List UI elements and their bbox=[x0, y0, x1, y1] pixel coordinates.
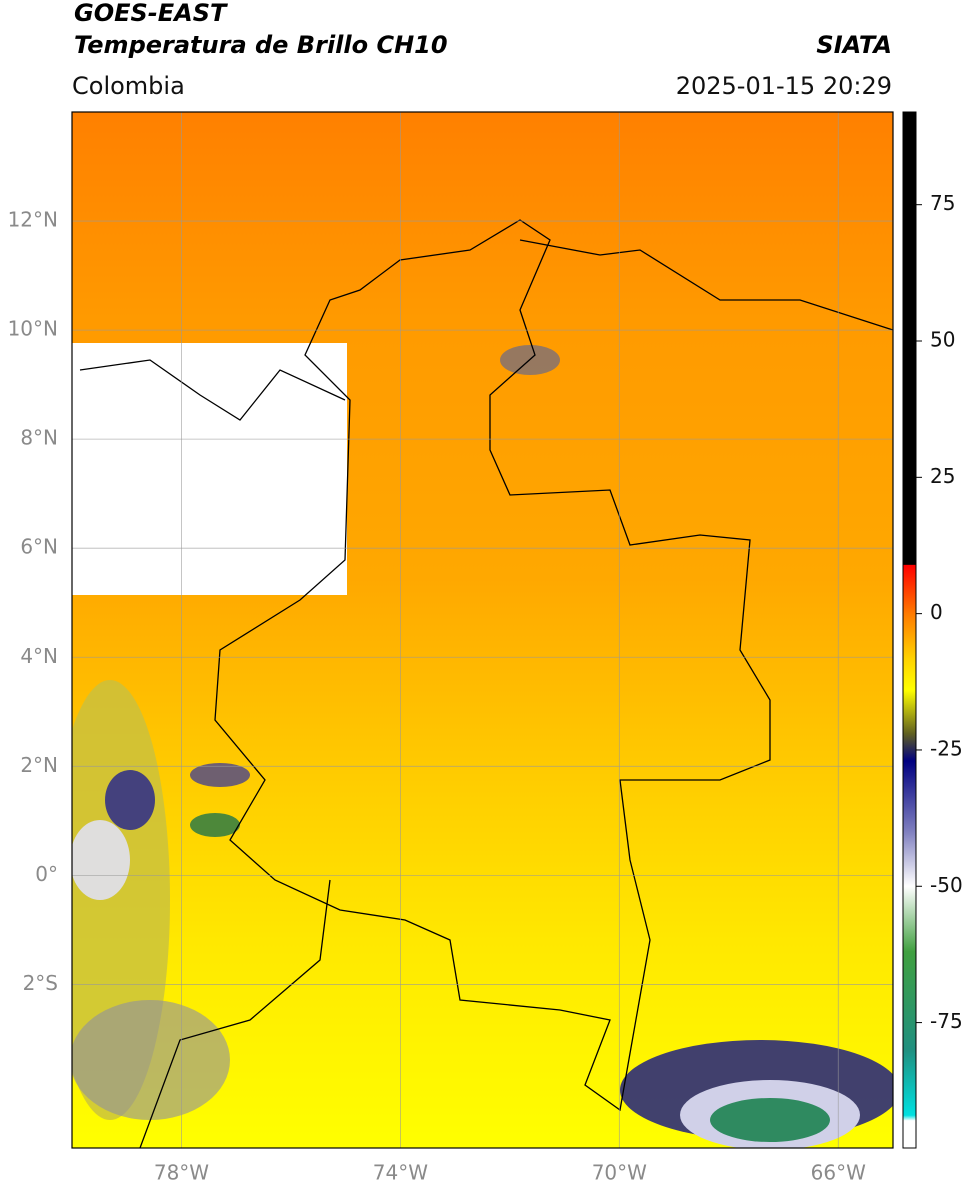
title: GOES-EAST bbox=[74, 0, 228, 27]
y-tick-label: 12°N bbox=[8, 208, 58, 232]
y-tick-label: 0° bbox=[35, 862, 58, 886]
x-tick-label: 70°W bbox=[592, 1161, 647, 1185]
source: SIATA bbox=[816, 31, 892, 59]
region: Colombia bbox=[72, 72, 185, 100]
colorbar-tick-label: 50 bbox=[930, 328, 955, 352]
grid bbox=[72, 112, 893, 1148]
colorbar-tick-label: -50 bbox=[930, 873, 963, 897]
plot-frame bbox=[71, 111, 894, 1149]
y-tick-label: 4°N bbox=[20, 644, 58, 668]
colorbar-tick-label: -75 bbox=[930, 1009, 963, 1033]
colorbar-tick-label: 75 bbox=[930, 191, 955, 215]
colorbar-tick-label: 0 bbox=[930, 600, 943, 624]
y-tick-label: 8°N bbox=[20, 426, 58, 450]
y-tick-label: 6°N bbox=[20, 535, 58, 559]
y-tick-label: 2°S bbox=[23, 971, 58, 995]
x-tick-label: 78°W bbox=[154, 1161, 209, 1185]
colorbar-tick-label: 25 bbox=[930, 464, 955, 488]
colorbar-tick-label: -25 bbox=[930, 736, 963, 760]
map-field bbox=[72, 112, 893, 1148]
y-tick-label: 10°N bbox=[8, 317, 58, 341]
datetime: 2025-01-15 20:29 bbox=[676, 72, 892, 100]
x-tick-label: 66°W bbox=[811, 1161, 866, 1185]
x-tick-label: 74°W bbox=[373, 1161, 428, 1185]
subtitle: Temperatura de Brillo CH10 bbox=[74, 31, 448, 59]
y-tick-label: 2°N bbox=[20, 753, 58, 777]
colorbar bbox=[902, 111, 917, 1149]
